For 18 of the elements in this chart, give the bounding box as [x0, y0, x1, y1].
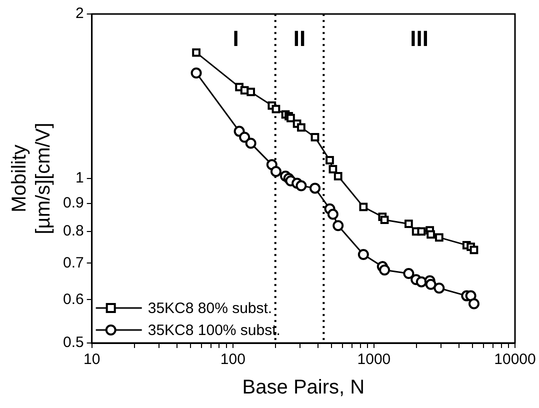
y-tick-label: 2 [76, 5, 84, 22]
y-tick-label: 0.9 [62, 194, 84, 212]
annotation: I [232, 26, 239, 52]
y-tick-label: 0.8 [62, 222, 84, 240]
annotation: II [293, 26, 306, 52]
x-tick-label: 10 [84, 351, 100, 368]
x-axis-title: Base Pairs, N [242, 376, 365, 399]
y-tick-label: 1 [76, 170, 84, 187]
legend-label: 35KC8 100% subst. [148, 322, 280, 340]
x-tick-label: 10000 [494, 351, 536, 368]
legend-label: 35KC8 80% subst. [148, 300, 272, 318]
y-tick-label: 0.6 [62, 290, 84, 308]
x-tick-label: 100 [220, 351, 246, 368]
y-tick-label: 0.5 [62, 334, 84, 352]
annotation: III [410, 26, 428, 52]
y-axis-title: Mobility [µm/s][cm/V] [8, 122, 55, 234]
y-tick-label: 0.7 [62, 254, 84, 272]
x-tick-label: 1000 [357, 351, 391, 368]
